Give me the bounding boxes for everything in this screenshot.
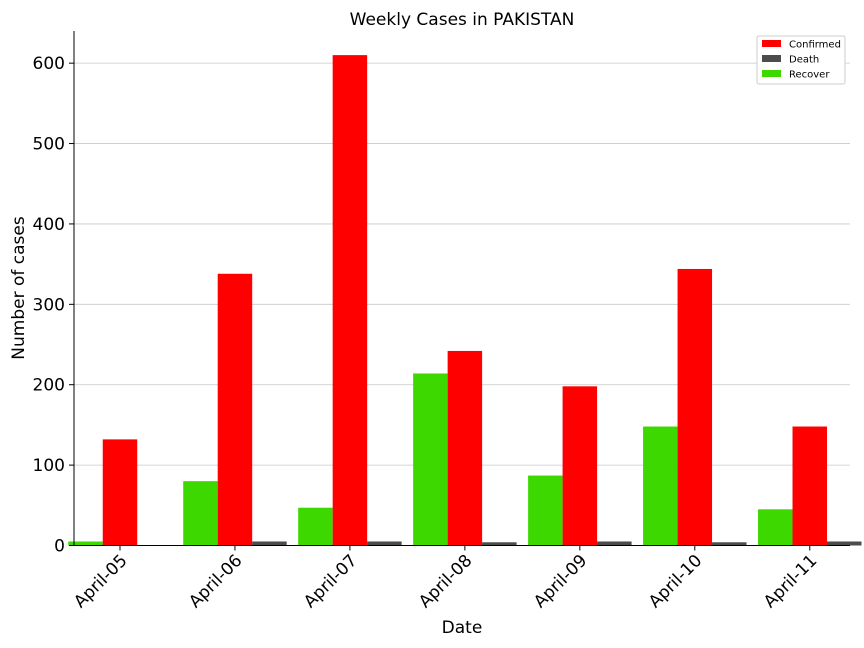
legend-label-death: Death bbox=[789, 55, 819, 66]
bar-death-april-11 bbox=[827, 541, 862, 546]
bar-confirmed-april-09 bbox=[562, 386, 598, 546]
x-tick-label: April-08 bbox=[415, 551, 476, 612]
legend-swatch-recover bbox=[762, 70, 781, 77]
bar-recover-april-07 bbox=[298, 507, 333, 546]
bar-recover-april-06 bbox=[183, 481, 218, 546]
bar-confirmed-april-05 bbox=[102, 439, 138, 546]
y-tick-label: 600 bbox=[33, 54, 65, 74]
y-tick-label: 500 bbox=[33, 135, 65, 155]
x-axis-label: Date bbox=[442, 618, 483, 638]
bar-confirmed-april-10 bbox=[677, 268, 713, 546]
chart-title: Weekly Cases in PAKISTAN bbox=[350, 10, 575, 30]
bar-confirmed-april-11 bbox=[792, 426, 828, 546]
y-tick-label: 200 bbox=[33, 376, 65, 396]
x-ticks: April-05 April-06 April-07 April-08 April-09… bbox=[70, 545, 821, 612]
legend-swatch-confirmed bbox=[762, 40, 781, 47]
bar-recover-april-08 bbox=[413, 373, 448, 546]
y-tick-label: 0 bbox=[54, 537, 65, 557]
legend-label-recover: Recover bbox=[789, 70, 830, 81]
bar-death-april-07 bbox=[367, 541, 402, 546]
bar-recover-april-05 bbox=[68, 541, 103, 546]
bar-death-april-09 bbox=[597, 541, 632, 546]
gridlines bbox=[74, 62, 850, 466]
bars bbox=[68, 55, 862, 546]
legend-swatch-death bbox=[762, 55, 781, 62]
y-tick-label: 100 bbox=[33, 456, 65, 476]
y-tick-label: 400 bbox=[33, 215, 65, 235]
y-ticks: 0 100 200 300 400 500 600 bbox=[33, 54, 74, 557]
legend: Confirmed Death Recover bbox=[756, 35, 846, 85]
bar-death-april-08 bbox=[482, 542, 517, 546]
bar-confirmed-april-06 bbox=[217, 273, 253, 546]
bar-recover-april-10 bbox=[643, 426, 678, 546]
bar-confirmed-april-07 bbox=[332, 55, 368, 546]
y-axis-label: Number of cases bbox=[9, 216, 29, 360]
bar-death-april-06 bbox=[252, 541, 287, 546]
x-tick-label: April-07 bbox=[300, 551, 361, 612]
y-tick-label: 300 bbox=[33, 295, 65, 315]
legend-label-confirmed: Confirmed bbox=[789, 40, 841, 51]
bar-confirmed-april-08 bbox=[447, 350, 483, 546]
x-tick-label: April-10 bbox=[645, 551, 706, 612]
x-tick-label: April-11 bbox=[760, 551, 821, 612]
bar-death-april-10 bbox=[712, 542, 747, 546]
x-tick-label: April-05 bbox=[70, 551, 131, 612]
x-tick-label: April-06 bbox=[185, 551, 246, 612]
x-tick-label: April-09 bbox=[530, 551, 591, 612]
bar-recover-april-11 bbox=[758, 509, 793, 546]
bar-recover-april-09 bbox=[528, 475, 563, 546]
